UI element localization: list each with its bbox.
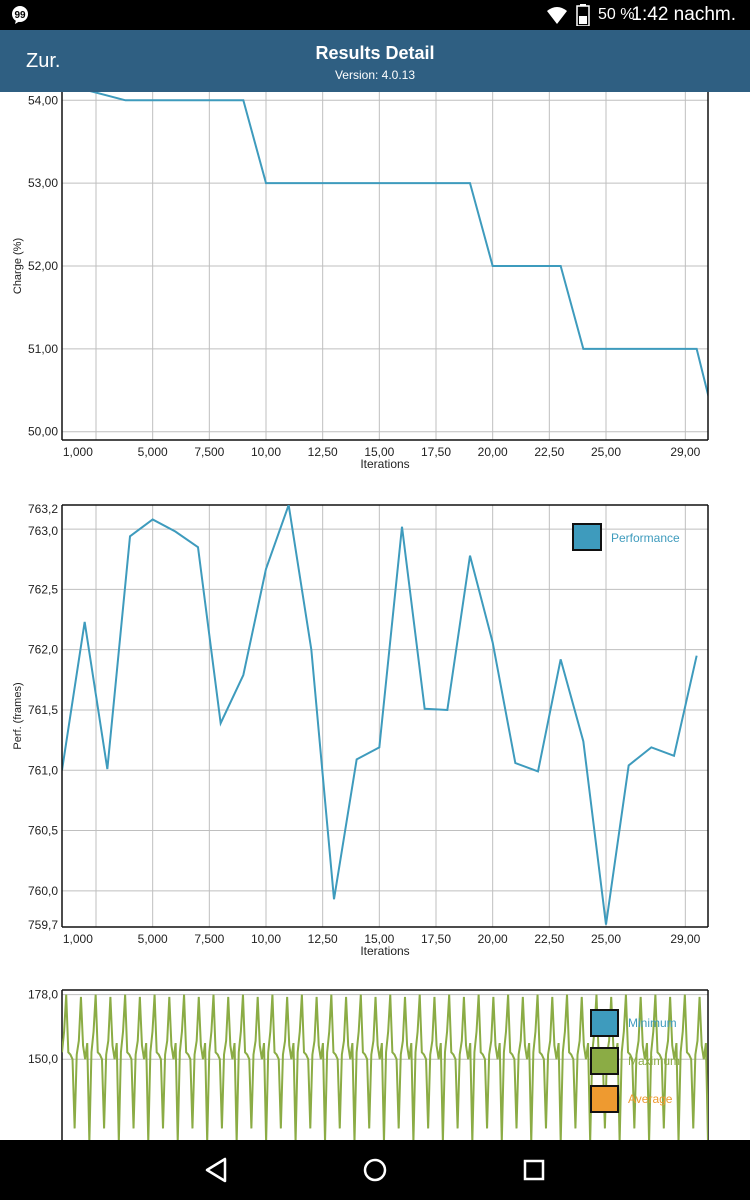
chart-panel-1: 50,00 51,00 52,00 53,00 54,00 1,000 5,000 7,500… (12, 92, 709, 471)
battery-icon (576, 4, 590, 26)
legend-label-minimum: Minimum (628, 1016, 677, 1030)
x-axis-label: Iterations (360, 944, 409, 958)
x-tick-label: 5,000 (138, 932, 168, 946)
x-tick-label: 12,50 (308, 932, 338, 946)
performance-series-line (62, 505, 698, 925)
legend-label-average: Average (628, 1092, 673, 1106)
legend-label-maximum: Maximum (628, 1054, 680, 1068)
y-tick-label: 178,0 (28, 988, 58, 1002)
y-tick-label: 50,00 (28, 425, 58, 439)
y-tick-label: 54,00 (28, 93, 58, 107)
legend-swatch-performance (572, 523, 602, 551)
legend-swatch-minimum (590, 1009, 619, 1037)
y-tick-label: 760,5 (28, 824, 58, 838)
x-tick-label: 15,00 (364, 445, 394, 459)
charts-area: 50,00 51,00 52,00 53,00 54,00 1,000 5,000 7,500… (12, 92, 709, 1140)
y-tick-label: 762,0 (28, 643, 58, 657)
x-tick-label: 15,00 (364, 932, 394, 946)
y-tick-label: 53,00 (28, 176, 58, 190)
x-tick-label: 10,00 (251, 932, 281, 946)
y-tick-label: 51,00 (28, 342, 58, 356)
y-tick-label: 760,0 (28, 884, 58, 898)
x-tick-label: 29,00 (670, 932, 700, 946)
legend: Performance (572, 523, 680, 551)
x-tick-label: 12,50 (308, 445, 338, 459)
legend-swatch-average (590, 1085, 619, 1113)
clock: 1:42 nachm. (631, 4, 736, 25)
svg-text:99: 99 (14, 10, 26, 21)
y-tick-label: 150,0 (28, 1052, 58, 1066)
page-title: Results Detail (315, 43, 435, 63)
x-tick-label: 29,00 (670, 445, 700, 459)
x-tick-label: 1,000 (63, 932, 93, 946)
legend-label-performance: Performance (611, 531, 680, 545)
x-tick-label: 20,00 (478, 445, 508, 459)
legend-swatch-maximum (590, 1047, 619, 1075)
y-tick-label: 763,0 (28, 524, 58, 538)
x-tick-label: 22,50 (534, 932, 564, 946)
y-tick-label: 761,5 (28, 703, 58, 717)
legend: Minimum Maximum Average (590, 1009, 680, 1113)
x-tick-label: 25,00 (591, 932, 621, 946)
status-bar: 99 50 % 1:42 nachm. (0, 0, 750, 30)
navigation-bar (0, 1140, 750, 1200)
y-tick-label: 762,5 (28, 582, 58, 596)
x-axis-label: Iterations (360, 457, 409, 471)
x-tick-label: 17,50 (421, 932, 451, 946)
y-tick-label: 759,7 (28, 918, 58, 932)
x-tick-label: 10,00 (251, 445, 281, 459)
y-tick-label: 52,00 (28, 259, 58, 273)
app-bar: Zur. Results Detail Version: 4.0.13 (0, 30, 750, 92)
x-tick-label: 5,000 (138, 445, 168, 459)
x-tick-label: 22,50 (534, 445, 564, 459)
y-axis-label: Perf. (frames) (12, 682, 24, 749)
y-axis-label: Charge (%) (12, 238, 24, 294)
x-tick-label: 25,00 (591, 445, 621, 459)
chart-panel-2: 759,7 760,0 760,5 761,0 761,5 762,0 762,5 763,0… (12, 502, 709, 958)
back-triangle-icon[interactable] (199, 1153, 233, 1187)
back-button[interactable]: Zur. (26, 50, 61, 72)
x-tick-label: 1,000 (63, 445, 93, 459)
chart-panel-3: 150,0 178,0 Minimum Maximum Average (28, 988, 709, 1140)
x-tick-label: 7,500 (194, 445, 224, 459)
x-tick-label: 17,50 (421, 445, 451, 459)
x-tick-label: 7,500 (194, 932, 224, 946)
battery-percent: 50 % (598, 6, 635, 23)
y-tick-label: 761,0 (28, 763, 58, 777)
version-label: Version: 4.0.13 (334, 68, 416, 82)
home-circle-icon[interactable] (358, 1153, 392, 1187)
x-tick-label: 20,00 (478, 932, 508, 946)
y-tick-label: 763,2 (28, 502, 58, 516)
recent-apps-icon[interactable] (517, 1153, 551, 1187)
wifi-icon (547, 7, 567, 24)
notification-icon: 99 (12, 6, 28, 24)
charge-series-line (89, 92, 708, 399)
